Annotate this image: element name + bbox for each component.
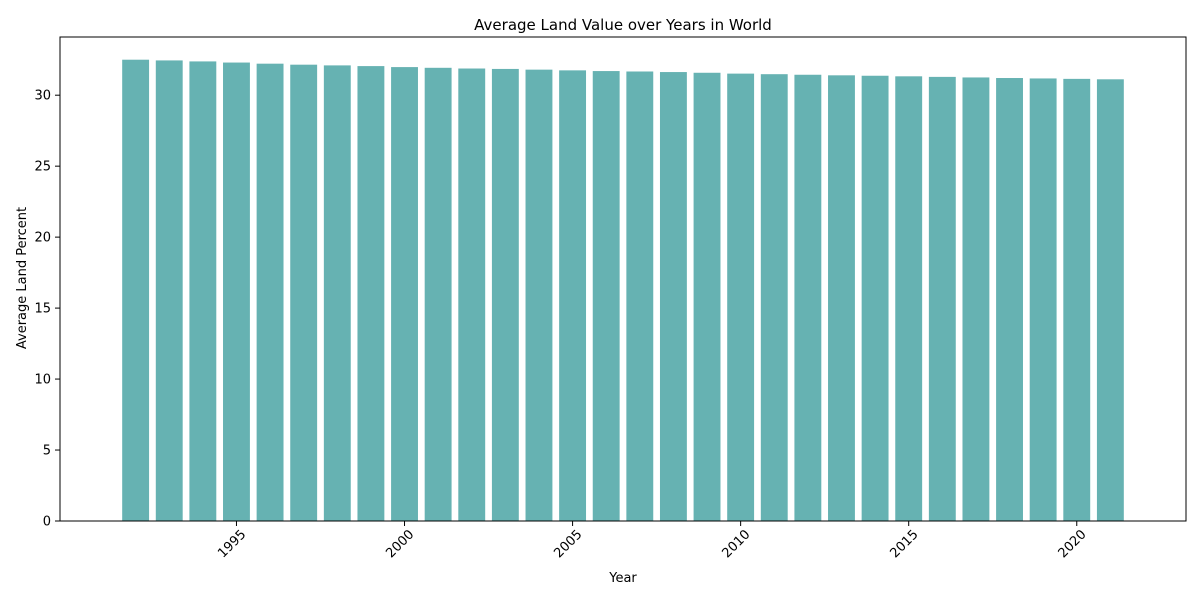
plot-frame: [59, 36, 1187, 522]
bar-2000: [391, 67, 418, 521]
bar-1995: [223, 62, 250, 521]
x-tick-label: 2005: [551, 527, 585, 561]
x-tick-label: 2015: [888, 527, 922, 561]
bars-group: [122, 59, 1124, 522]
bar-2010: [727, 73, 755, 521]
x-tick-label: 2010: [719, 527, 753, 561]
bar-2011: [760, 74, 788, 521]
bar-2012: [794, 74, 822, 522]
bar-2006: [592, 71, 620, 521]
bar-1994: [189, 61, 217, 521]
bar-1997: [290, 64, 318, 521]
bar-2005: [559, 70, 587, 522]
bar-2019: [1029, 78, 1057, 521]
bar-2015: [895, 76, 923, 521]
bar-2014: [861, 75, 889, 522]
bar-2004: [525, 69, 553, 521]
bar-2018: [996, 78, 1023, 522]
x-axis-label: Year: [608, 571, 637, 586]
x-tick-label: 1995: [215, 527, 249, 561]
y-tick-label: 30: [34, 89, 51, 104]
bar-2020: [1063, 78, 1091, 521]
x-tick-label: 2020: [1056, 527, 1090, 561]
bar-1992: [122, 59, 150, 521]
x-tick-label: 2000: [383, 527, 417, 561]
y-tick-label: 15: [34, 302, 51, 317]
bar-2003: [491, 68, 519, 521]
y-axis-label: Average Land Percent: [15, 207, 30, 349]
bar-1998: [323, 65, 351, 522]
y-tick-label: 0: [43, 515, 51, 530]
bar-2009: [693, 72, 721, 522]
bar-2016: [928, 76, 956, 521]
bar-2021: [1096, 79, 1124, 521]
bar-2017: [962, 77, 990, 522]
bar-2002: [458, 68, 486, 521]
bar-1996: [256, 63, 284, 522]
y-tick-label: 25: [34, 160, 51, 175]
x-axis: 1995 2000 2005 2010 2015 2020: [215, 521, 1090, 561]
bar-2007: [626, 71, 654, 521]
y-tick-label: 20: [34, 231, 51, 246]
bar-2013: [828, 75, 855, 522]
chart-title: Average Land Value over Years in World: [474, 16, 772, 34]
bar-1999: [357, 66, 385, 521]
bar-2001: [424, 67, 452, 522]
y-tick-label: 5: [43, 444, 51, 459]
bar-1993: [155, 60, 183, 522]
bar-2008: [659, 72, 687, 521]
y-tick-label: 10: [34, 373, 51, 388]
y-axis: 0 5 10 15 20 25 30: [34, 89, 60, 530]
